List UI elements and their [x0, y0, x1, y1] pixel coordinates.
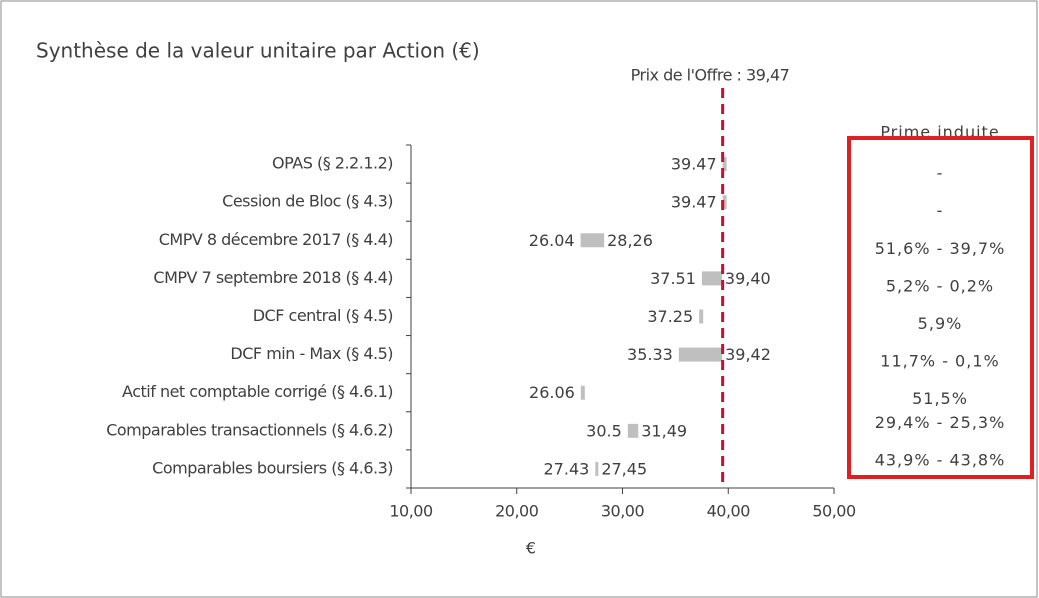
high-label: 39,40 — [725, 269, 771, 288]
low-label: 30.5 — [586, 421, 622, 440]
x-tick-label: 50,00 — [812, 502, 856, 521]
x-tick-label: 10,00 — [389, 502, 433, 521]
premium-value: 5,2% - 0,2% — [886, 276, 994, 295]
category-label: CMPV 8 décembre 2017 (§ 4.4) — [159, 230, 393, 249]
x-tick-label: 20,00 — [495, 502, 539, 521]
reference-label: Prix de l'Offre : 39,47 — [631, 66, 790, 85]
range-bar — [722, 195, 727, 210]
category-label: DCF central (§ 4.5) — [253, 306, 393, 325]
premium-value: 5,9% — [918, 314, 963, 333]
range-bar — [580, 233, 605, 248]
category-label: Comparables transactionnels (§ 4.6.2) — [106, 420, 393, 439]
premium-value: 51,6% - 39,7% — [875, 239, 1006, 258]
low-label: 35.33 — [627, 345, 673, 364]
category-label: CMPV 7 septembre 2018 (§ 4.4) — [153, 268, 393, 287]
high-label: 27,45 — [601, 459, 647, 478]
chart-title: Synthèse de la valeur unitaire par Actio… — [36, 39, 480, 63]
low-label: 39.47 — [671, 155, 717, 174]
x-tick-label: 30,00 — [601, 502, 645, 521]
range-bar — [699, 309, 704, 324]
range-bar — [722, 157, 727, 172]
range-bar — [701, 271, 722, 286]
low-label: 39.47 — [671, 193, 717, 212]
low-label: 26.04 — [529, 231, 575, 250]
category-label: Cession de Bloc (§ 4.3) — [222, 192, 393, 211]
category-label: Actif net comptable corrigé (§ 4.6.1) — [122, 382, 393, 401]
low-label: 26.06 — [529, 383, 575, 402]
high-label: 28,26 — [607, 231, 653, 250]
category-label: OPAS (§ 2.2.1.2) — [272, 154, 393, 173]
premium-value: - — [937, 201, 944, 220]
range-bar — [595, 461, 599, 476]
range-bar — [678, 347, 723, 362]
premium-value: 51,5% — [912, 389, 968, 408]
low-label: 37.25 — [647, 307, 693, 326]
premium-value: 43,9% - 43,8% — [875, 450, 1006, 469]
x-tick-label: 40,00 — [707, 502, 751, 521]
low-label: 27.43 — [544, 459, 590, 478]
premium-value: 29,4% - 25,3% — [875, 413, 1006, 432]
high-label: 39,42 — [725, 345, 771, 364]
range-bar — [580, 385, 585, 400]
low-label: 37.51 — [650, 269, 696, 288]
premium-box — [847, 136, 1034, 479]
range-bar — [627, 423, 639, 438]
x-axis-label: € — [526, 539, 536, 558]
category-label: Comparables boursiers (§ 4.6.3) — [152, 458, 393, 477]
premium-value: - — [937, 164, 944, 183]
category-label: DCF min - Max (§ 4.5) — [230, 344, 393, 363]
high-label: 31,49 — [641, 421, 687, 440]
premium-value: 11,7% - 0,1% — [880, 352, 999, 371]
